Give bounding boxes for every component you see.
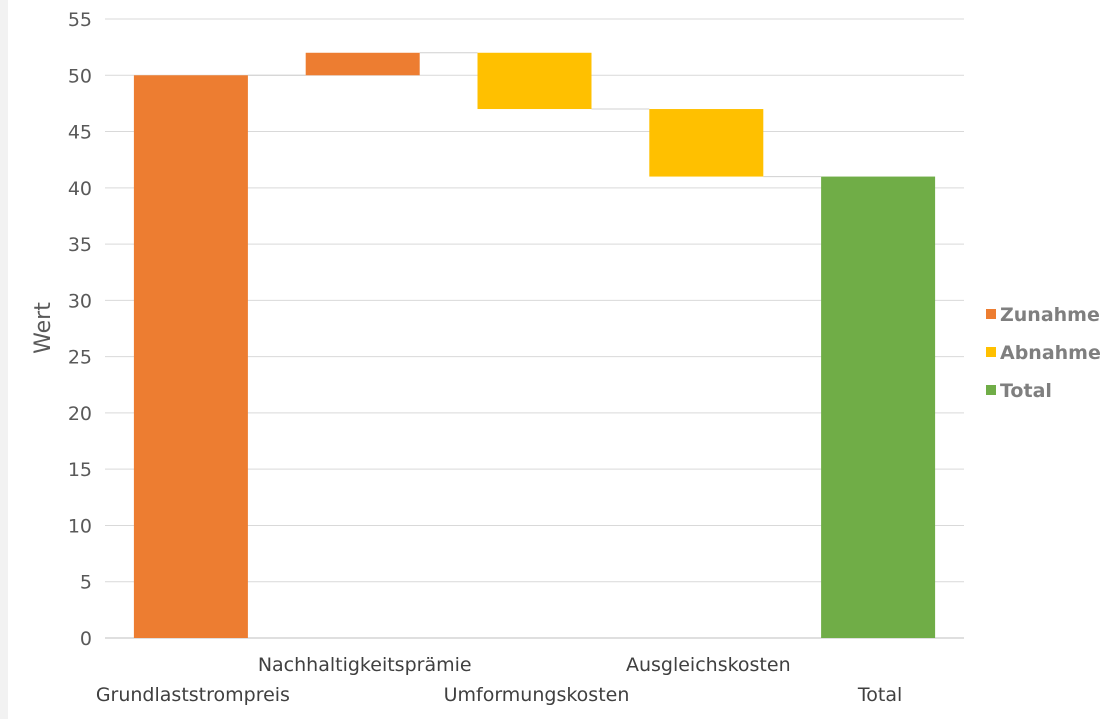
legend-swatch xyxy=(986,385,996,395)
x-tick-label: Total xyxy=(857,684,902,706)
bar xyxy=(477,52,592,110)
legend-swatch xyxy=(986,347,996,357)
x-tick-label: Umformungskosten xyxy=(444,684,630,706)
left-edge-strip xyxy=(0,0,8,719)
y-tick-label: 15 xyxy=(68,459,92,481)
y-tick-label: 5 xyxy=(80,572,92,594)
x-axis-labels: Grundlaststrompreis Nachhaltigkeitsprämie… xyxy=(96,654,902,706)
y-tick-label: 0 xyxy=(80,628,92,650)
x-tick-label: Grundlaststrompreis xyxy=(96,684,290,706)
y-tick-label: 25 xyxy=(68,347,92,369)
legend-label: Total xyxy=(1000,380,1052,402)
x-tick-label: Nachhaltigkeitsprämie xyxy=(258,654,472,676)
y-tick-label: 30 xyxy=(68,290,92,312)
y-tick-label: 40 xyxy=(68,178,92,200)
bar xyxy=(133,75,248,639)
legend: Zunahme Abnahme Total xyxy=(986,304,1101,402)
bar xyxy=(649,109,764,177)
y-tick-label: 50 xyxy=(68,65,92,87)
y-axis-title: Wert xyxy=(31,302,56,354)
y-tick-label: 55 xyxy=(68,9,92,31)
bar xyxy=(305,52,420,76)
y-tick-label: 45 xyxy=(68,122,92,144)
legend-label: Zunahme xyxy=(1000,304,1100,326)
legend-label: Abnahme xyxy=(1000,342,1101,364)
x-tick-label: Ausgleichskosten xyxy=(626,654,791,676)
legend-swatch xyxy=(986,309,996,319)
y-tick-label: 20 xyxy=(68,403,92,425)
y-tick-label: 10 xyxy=(68,515,92,537)
connector-lines xyxy=(247,52,822,178)
y-axis-ticks: 0 5 10 15 20 25 30 35 40 45 50 55 xyxy=(68,9,92,650)
bar xyxy=(821,176,936,638)
gridlines xyxy=(105,18,964,639)
bars xyxy=(133,52,936,639)
y-tick-label: 35 xyxy=(68,234,92,256)
